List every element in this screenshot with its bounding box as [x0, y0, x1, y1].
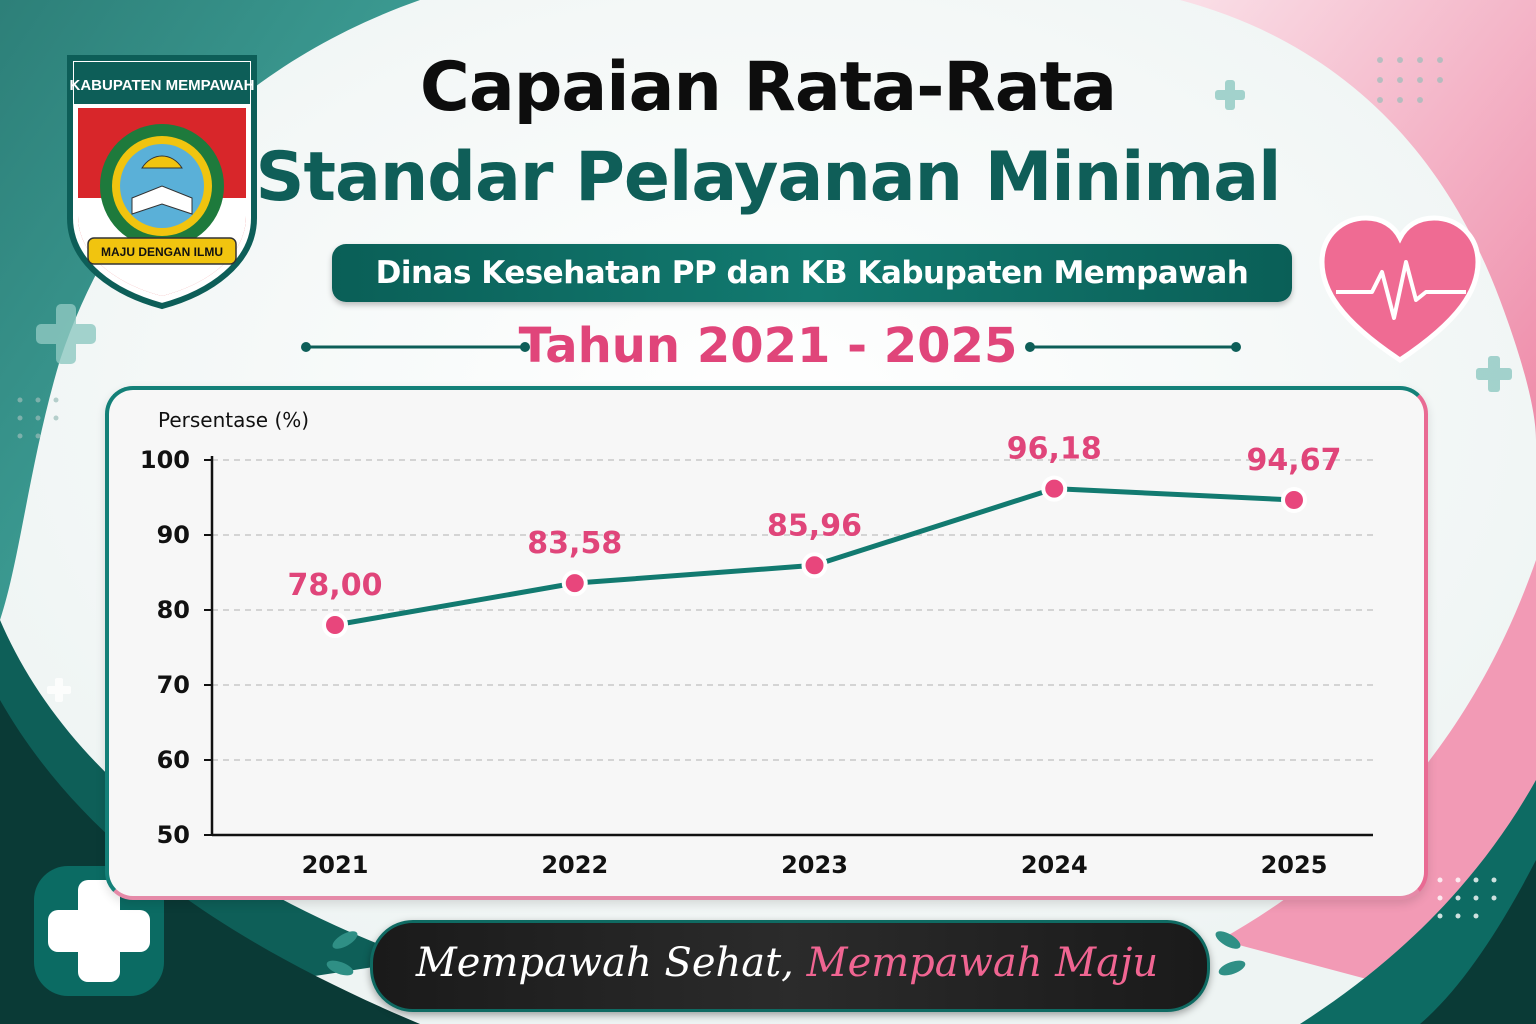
data-label: 83,58 [527, 526, 622, 561]
x-tick-label: 2025 [1261, 851, 1328, 879]
heart-pulse-icon [1319, 215, 1481, 364]
slogan-part2: Mempawah Maju [806, 940, 1159, 986]
logo-ribbon-text: MAJU DENGAN ILMU [101, 245, 223, 259]
grid-layer [212, 459, 1373, 761]
y-axis-label: Persentase (%) [158, 408, 310, 432]
title-line1: Capaian Rata-Rata [419, 48, 1117, 127]
y-tick-label: 100 [140, 446, 190, 474]
logo-top-text: KABUPATEN MEMPAWAH [70, 77, 255, 94]
y-tick-label: 80 [157, 596, 190, 624]
data-label: 94,67 [1247, 443, 1342, 478]
label-layer: 78,00 83,58 85,96 96,18 94,67 [288, 432, 1342, 603]
data-point [322, 612, 348, 638]
data-label: 85,96 [767, 508, 862, 543]
data-point [1281, 486, 1307, 513]
kabupaten-logo: KABUPATEN MEMPAWAH MAJU DENGAN ILMU [67, 55, 257, 310]
y-tick-label: 90 [157, 521, 190, 549]
x-tick-label: 2023 [781, 851, 848, 879]
subtitle-band [332, 244, 1292, 302]
years-label: Tahun 2021 - 2025 [518, 318, 1018, 374]
slogan-part1: Mempawah Sehat, [415, 940, 807, 986]
x-tick-label: 2022 [541, 851, 608, 879]
x-tick-label: 2021 [302, 851, 369, 879]
point-layer [322, 475, 1307, 638]
chart-card [105, 386, 1428, 900]
slogan: Mempawah Sehat, Mempawah Maju [370, 920, 1204, 1006]
slogan-band [370, 920, 1210, 1012]
y-tick-label: 70 [157, 671, 190, 699]
x-tick-label: 2024 [1021, 851, 1088, 879]
axis-layer: 100 90 80 70 60 50 2021 2022 2023 2024 2025 [140, 446, 1373, 879]
data-label: 96,18 [1007, 432, 1102, 467]
data-label: 78,00 [288, 568, 383, 603]
title-line2: Standar Pelayanan Minimal [255, 138, 1282, 217]
data-point [1041, 475, 1068, 502]
y-tick-label: 60 [157, 746, 190, 774]
data-point [561, 570, 588, 597]
subtitle: Dinas Kesehatan PP dan KB Kabupaten Memp… [375, 255, 1249, 291]
y-tick-label: 50 [157, 821, 190, 849]
data-point [801, 552, 828, 579]
line-chart: 100 90 80 70 60 50 2021 2022 2023 2024 2025 78,00 8… [140, 432, 1373, 879]
